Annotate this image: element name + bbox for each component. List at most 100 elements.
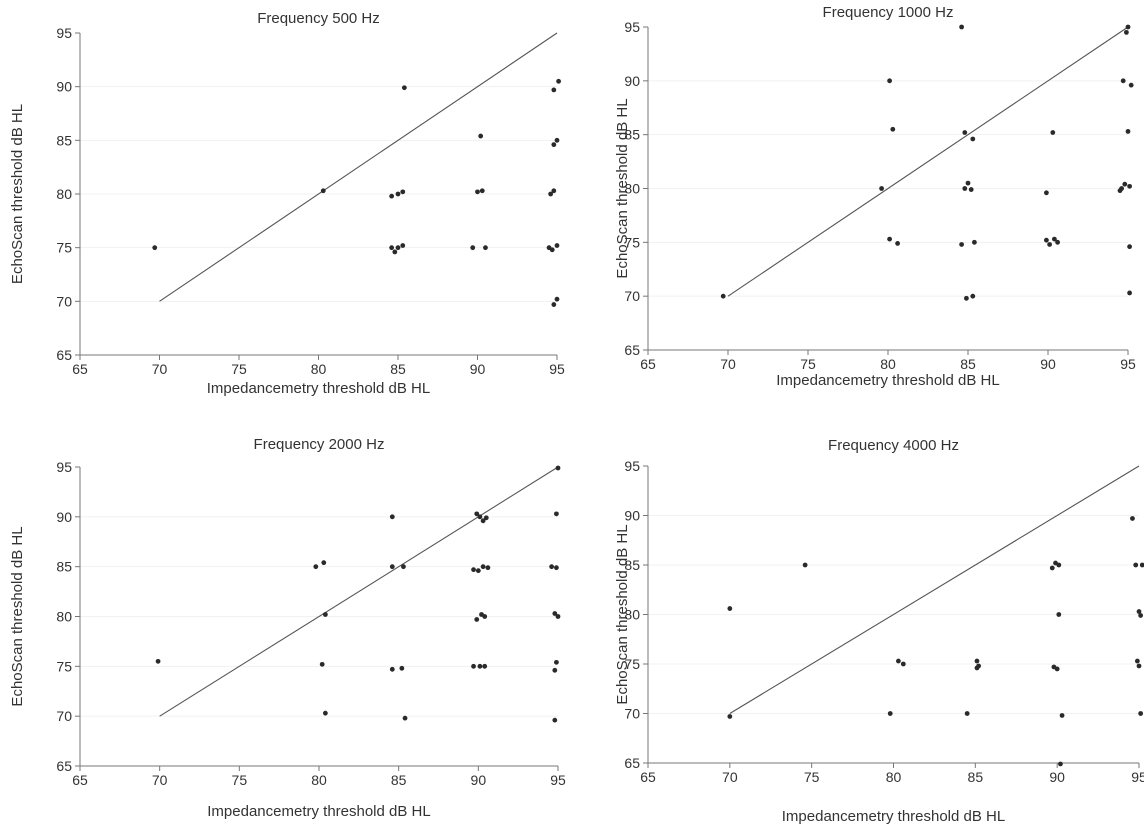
- data-point: [895, 241, 900, 246]
- y-tick-label: 95: [624, 19, 640, 35]
- x-axis-label: Impedancemetry threshold dB HL: [207, 380, 430, 397]
- data-point: [474, 617, 480, 622]
- data-point: [1055, 239, 1060, 245]
- data-point: [552, 717, 558, 723]
- y-tick-label: 75: [56, 658, 72, 674]
- y-tick-label: 85: [56, 559, 72, 575]
- y-axis-label: EchoScan threshold dB HL: [614, 98, 631, 278]
- x-tick-label: 95: [1120, 356, 1136, 372]
- chart-title: Frequency 500 Hz: [257, 10, 380, 27]
- x-tick-label: 80: [311, 361, 327, 377]
- data-point: [471, 567, 476, 573]
- y-tick-label: 90: [56, 79, 72, 95]
- y-axis-label: EchoScan threshold dB HL: [9, 526, 26, 706]
- data-point: [554, 243, 560, 248]
- data-point: [1133, 562, 1139, 568]
- data-point: [477, 663, 483, 669]
- data-point: [155, 658, 161, 664]
- data-point: [395, 245, 401, 251]
- data-point: [479, 188, 485, 194]
- y-axis-label: EchoScan threshold dB HL: [614, 524, 631, 704]
- panel-2000hz: 65 70 75 80 85 90 95 65 70 75 80 85 90 95 Frequency 20…: [0, 412, 572, 824]
- data-point: [1134, 658, 1140, 664]
- x-tick-label: 85: [960, 356, 976, 372]
- data-point: [395, 191, 401, 197]
- data-point: [470, 245, 476, 251]
- data-point: [962, 130, 968, 135]
- chart-4000hz: 65 70 75 80 85 90 95 65 70 75 80 85 90 95 Frequency 40…: [614, 437, 1144, 824]
- data-point: [900, 661, 906, 667]
- data-point: [474, 511, 480, 517]
- data-point: [389, 514, 395, 520]
- identity-line: [727, 26, 1129, 297]
- panel-1000hz: 65 70 75 80 85 90 95 65 70 75 80 85 90 95 Frequency 10…: [572, 0, 1144, 412]
- y-tick-label: 70: [624, 706, 640, 722]
- data-point: [1054, 666, 1060, 672]
- data-point: [551, 188, 557, 194]
- data-point: [970, 136, 976, 142]
- y-tick-label: 70: [624, 288, 640, 304]
- data-point: [1130, 516, 1135, 521]
- data-point: [962, 186, 968, 191]
- data-point: [322, 710, 328, 716]
- chart-title: Frequency 1000 Hz: [823, 4, 954, 21]
- identity-line: [729, 465, 1140, 714]
- y-tick-label: 65: [56, 347, 72, 363]
- data-point: [727, 606, 733, 611]
- data-point: [959, 242, 964, 247]
- data-point: [1120, 78, 1126, 84]
- y-tick-label: 85: [624, 557, 640, 573]
- x-tick-label: 75: [800, 356, 816, 372]
- y-tick-label: 95: [56, 25, 72, 41]
- data-point: [1138, 613, 1144, 618]
- data-point: [471, 663, 476, 669]
- y-tick-label: 80: [624, 607, 640, 623]
- data-point: [401, 564, 406, 570]
- data-point: [1117, 188, 1123, 194]
- data-point: [320, 188, 326, 194]
- x-tick-label: 95: [1131, 769, 1144, 785]
- data-point: [968, 187, 974, 192]
- x-tick-label: 90: [470, 361, 486, 377]
- data-point: [890, 126, 896, 132]
- data-point: [1124, 29, 1129, 35]
- data-point: [554, 565, 559, 571]
- data-point: [482, 663, 488, 669]
- data-point: [1044, 237, 1049, 243]
- y-tick-label: 70: [56, 293, 72, 309]
- y-tick-label: 75: [56, 240, 72, 256]
- y-tick-label: 85: [56, 132, 72, 148]
- y-tick-label: 90: [624, 73, 640, 89]
- data-point: [477, 514, 483, 520]
- data-point: [1125, 24, 1131, 30]
- data-point: [879, 186, 884, 191]
- y-tick-label: 75: [624, 234, 640, 250]
- data-point: [389, 245, 395, 251]
- data-point: [970, 293, 976, 299]
- x-tick-label: 70: [152, 361, 168, 377]
- y-tick-label: 95: [624, 458, 640, 474]
- data-point: [548, 191, 554, 197]
- data-point: [1127, 183, 1132, 189]
- x-tick-label: 70: [722, 769, 738, 785]
- x-tick-label: 75: [804, 769, 820, 785]
- y-tick-label: 65: [56, 758, 72, 774]
- y-tick-label: 80: [624, 181, 640, 197]
- x-axis-label: Impedancemetry threshold dB HL: [782, 808, 1005, 824]
- y-tick-label: 90: [56, 509, 72, 525]
- y-tick-label: 90: [624, 508, 640, 524]
- x-tick-label: 65: [640, 356, 656, 372]
- data-point: [400, 189, 406, 195]
- x-tick-label: 70: [720, 356, 736, 372]
- x-tick-label: 95: [549, 361, 565, 377]
- data-point: [554, 296, 560, 302]
- y-axis-label: EchoScan threshold dB HL: [9, 104, 26, 284]
- data-point: [556, 78, 561, 84]
- data-point: [389, 666, 395, 672]
- x-tick-label: 80: [886, 769, 902, 785]
- y-tick-label: 65: [624, 755, 640, 771]
- data-point: [1058, 761, 1063, 767]
- data-point: [389, 564, 395, 570]
- data-point: [485, 565, 491, 571]
